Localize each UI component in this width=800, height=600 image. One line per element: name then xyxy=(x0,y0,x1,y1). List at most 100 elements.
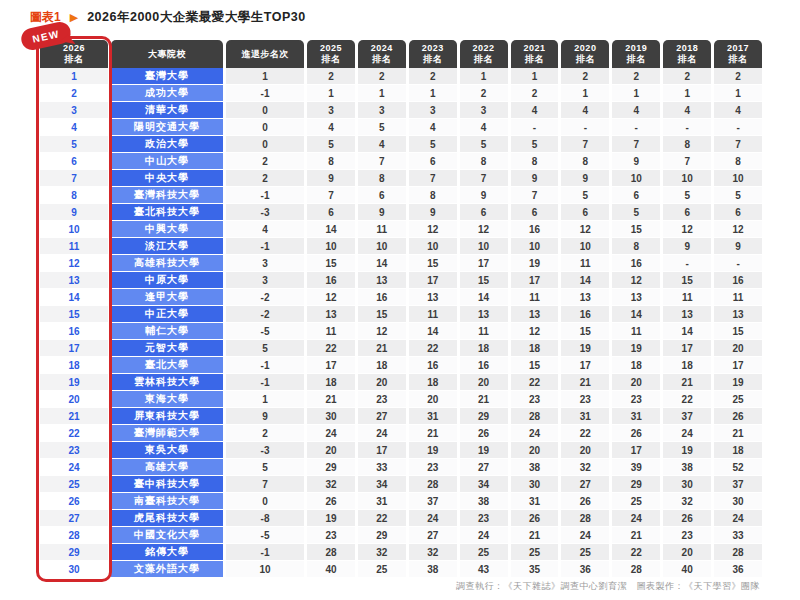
school-cell: 高雄科技大學 xyxy=(111,255,223,272)
year-cell: 16 xyxy=(612,255,660,272)
year-cell: 1 xyxy=(358,85,406,102)
year-cell: 4 xyxy=(358,136,406,153)
rank-cell: 16 xyxy=(40,323,108,340)
year-cell: - xyxy=(714,255,762,272)
year-cell: 7 xyxy=(358,153,406,170)
year-cell: 21 xyxy=(663,374,711,391)
year-cell: 6 xyxy=(663,204,711,221)
column-header-label: 2018 xyxy=(676,43,698,54)
school-cell: 臺灣科技大學 xyxy=(111,187,223,204)
school-cell: 臺中科技大學 xyxy=(111,476,223,493)
year-cell: 2 xyxy=(460,85,508,102)
ranking-table: 2026排名大專院校進退步名次2025排名2024排名2023排名2022排名2… xyxy=(40,40,762,578)
rank-cell: 14 xyxy=(40,289,108,306)
column-header-label: 2022 xyxy=(473,43,495,54)
year-cell: 9 xyxy=(612,153,660,170)
year-cell: 27 xyxy=(460,459,508,476)
year-cell: 23 xyxy=(358,391,406,408)
year-cell: 6 xyxy=(358,187,406,204)
column-header-change: 進退步名次 xyxy=(226,40,304,68)
rank-cell: 9 xyxy=(40,204,108,221)
year-cell: 7 xyxy=(460,170,508,187)
year-cell: 20 xyxy=(561,442,609,459)
year-cell: 29 xyxy=(460,408,508,425)
rank-cell: 10 xyxy=(40,221,108,238)
rank-cell: 12 xyxy=(40,255,108,272)
year-cell: 38 xyxy=(409,561,457,578)
column-header-label: 2019 xyxy=(625,43,647,54)
change-cell: 2 xyxy=(226,170,304,187)
year-cell: 19 xyxy=(460,442,508,459)
rank-cell: 6 xyxy=(40,153,108,170)
year-cell: 10 xyxy=(561,238,609,255)
year-cell: 18 xyxy=(663,357,711,374)
rank-cell: 11 xyxy=(40,238,108,255)
school-cell: 陽明交通大學 xyxy=(111,119,223,136)
year-cell: 40 xyxy=(663,561,711,578)
change-cell: -1 xyxy=(226,374,304,391)
change-cell: 0 xyxy=(226,119,304,136)
year-cell: 11 xyxy=(714,289,762,306)
year-cell: 19 xyxy=(561,340,609,357)
year-cell: - xyxy=(561,119,609,136)
year-cell: 19 xyxy=(307,510,355,527)
year-cell: 17 xyxy=(511,272,559,289)
rank-cell: 20 xyxy=(40,391,108,408)
year-cell: 19 xyxy=(612,340,660,357)
year-cell: 43 xyxy=(460,561,508,578)
column-header-y2025: 2025排名 xyxy=(307,40,355,68)
year-cell: 19 xyxy=(663,442,711,459)
year-cell: 6 xyxy=(307,204,355,221)
change-cell: 4 xyxy=(226,221,304,238)
year-cell: 17 xyxy=(663,340,711,357)
year-cell: 25 xyxy=(460,544,508,561)
change-cell: 2 xyxy=(226,425,304,442)
year-cell: 13 xyxy=(511,306,559,323)
change-cell: -3 xyxy=(226,204,304,221)
column-header-sublabel: 排名 xyxy=(678,54,697,65)
year-cell: 12 xyxy=(358,323,406,340)
year-cell: 20 xyxy=(663,544,711,561)
year-cell: 20 xyxy=(409,391,457,408)
year-cell: 17 xyxy=(714,357,762,374)
year-cell: 4 xyxy=(714,102,762,119)
rank-cell: 18 xyxy=(40,357,108,374)
column-header-y2019: 2019排名 xyxy=(612,40,660,68)
year-cell: - xyxy=(663,255,711,272)
school-cell: 中正大學 xyxy=(111,306,223,323)
year-cell: 13 xyxy=(663,306,711,323)
year-cell: 15 xyxy=(460,272,508,289)
year-cell: 22 xyxy=(663,391,711,408)
year-cell: 17 xyxy=(307,357,355,374)
school-cell: 臺灣師範大學 xyxy=(111,425,223,442)
year-cell: 14 xyxy=(358,255,406,272)
year-cell: 9 xyxy=(307,170,355,187)
year-cell: 5 xyxy=(460,136,508,153)
year-cell: 36 xyxy=(561,561,609,578)
year-cell: 37 xyxy=(409,493,457,510)
year-cell: 30 xyxy=(511,476,559,493)
year-cell: 15 xyxy=(663,272,711,289)
year-cell: 25 xyxy=(358,561,406,578)
column-header-sublabel: 排名 xyxy=(576,54,595,65)
rank-cell: 29 xyxy=(40,544,108,561)
year-cell: 32 xyxy=(307,476,355,493)
year-cell: 2 xyxy=(561,68,609,85)
year-cell: 3 xyxy=(409,102,457,119)
column-header-sublabel: 排名 xyxy=(372,54,391,65)
year-cell: 33 xyxy=(358,459,406,476)
year-cell: 1 xyxy=(714,85,762,102)
year-cell: 11 xyxy=(307,323,355,340)
year-cell: 29 xyxy=(612,476,660,493)
year-cell: - xyxy=(714,119,762,136)
year-cell: 26 xyxy=(307,493,355,510)
change-cell: -1 xyxy=(226,544,304,561)
column-header-sublabel: 排名 xyxy=(525,54,544,65)
year-cell: 5 xyxy=(409,136,457,153)
year-cell: 12 xyxy=(307,289,355,306)
change-cell: 5 xyxy=(226,459,304,476)
year-cell: 7 xyxy=(561,136,609,153)
change-cell: -5 xyxy=(226,527,304,544)
year-cell: 4 xyxy=(612,102,660,119)
year-cell: 4 xyxy=(663,102,711,119)
